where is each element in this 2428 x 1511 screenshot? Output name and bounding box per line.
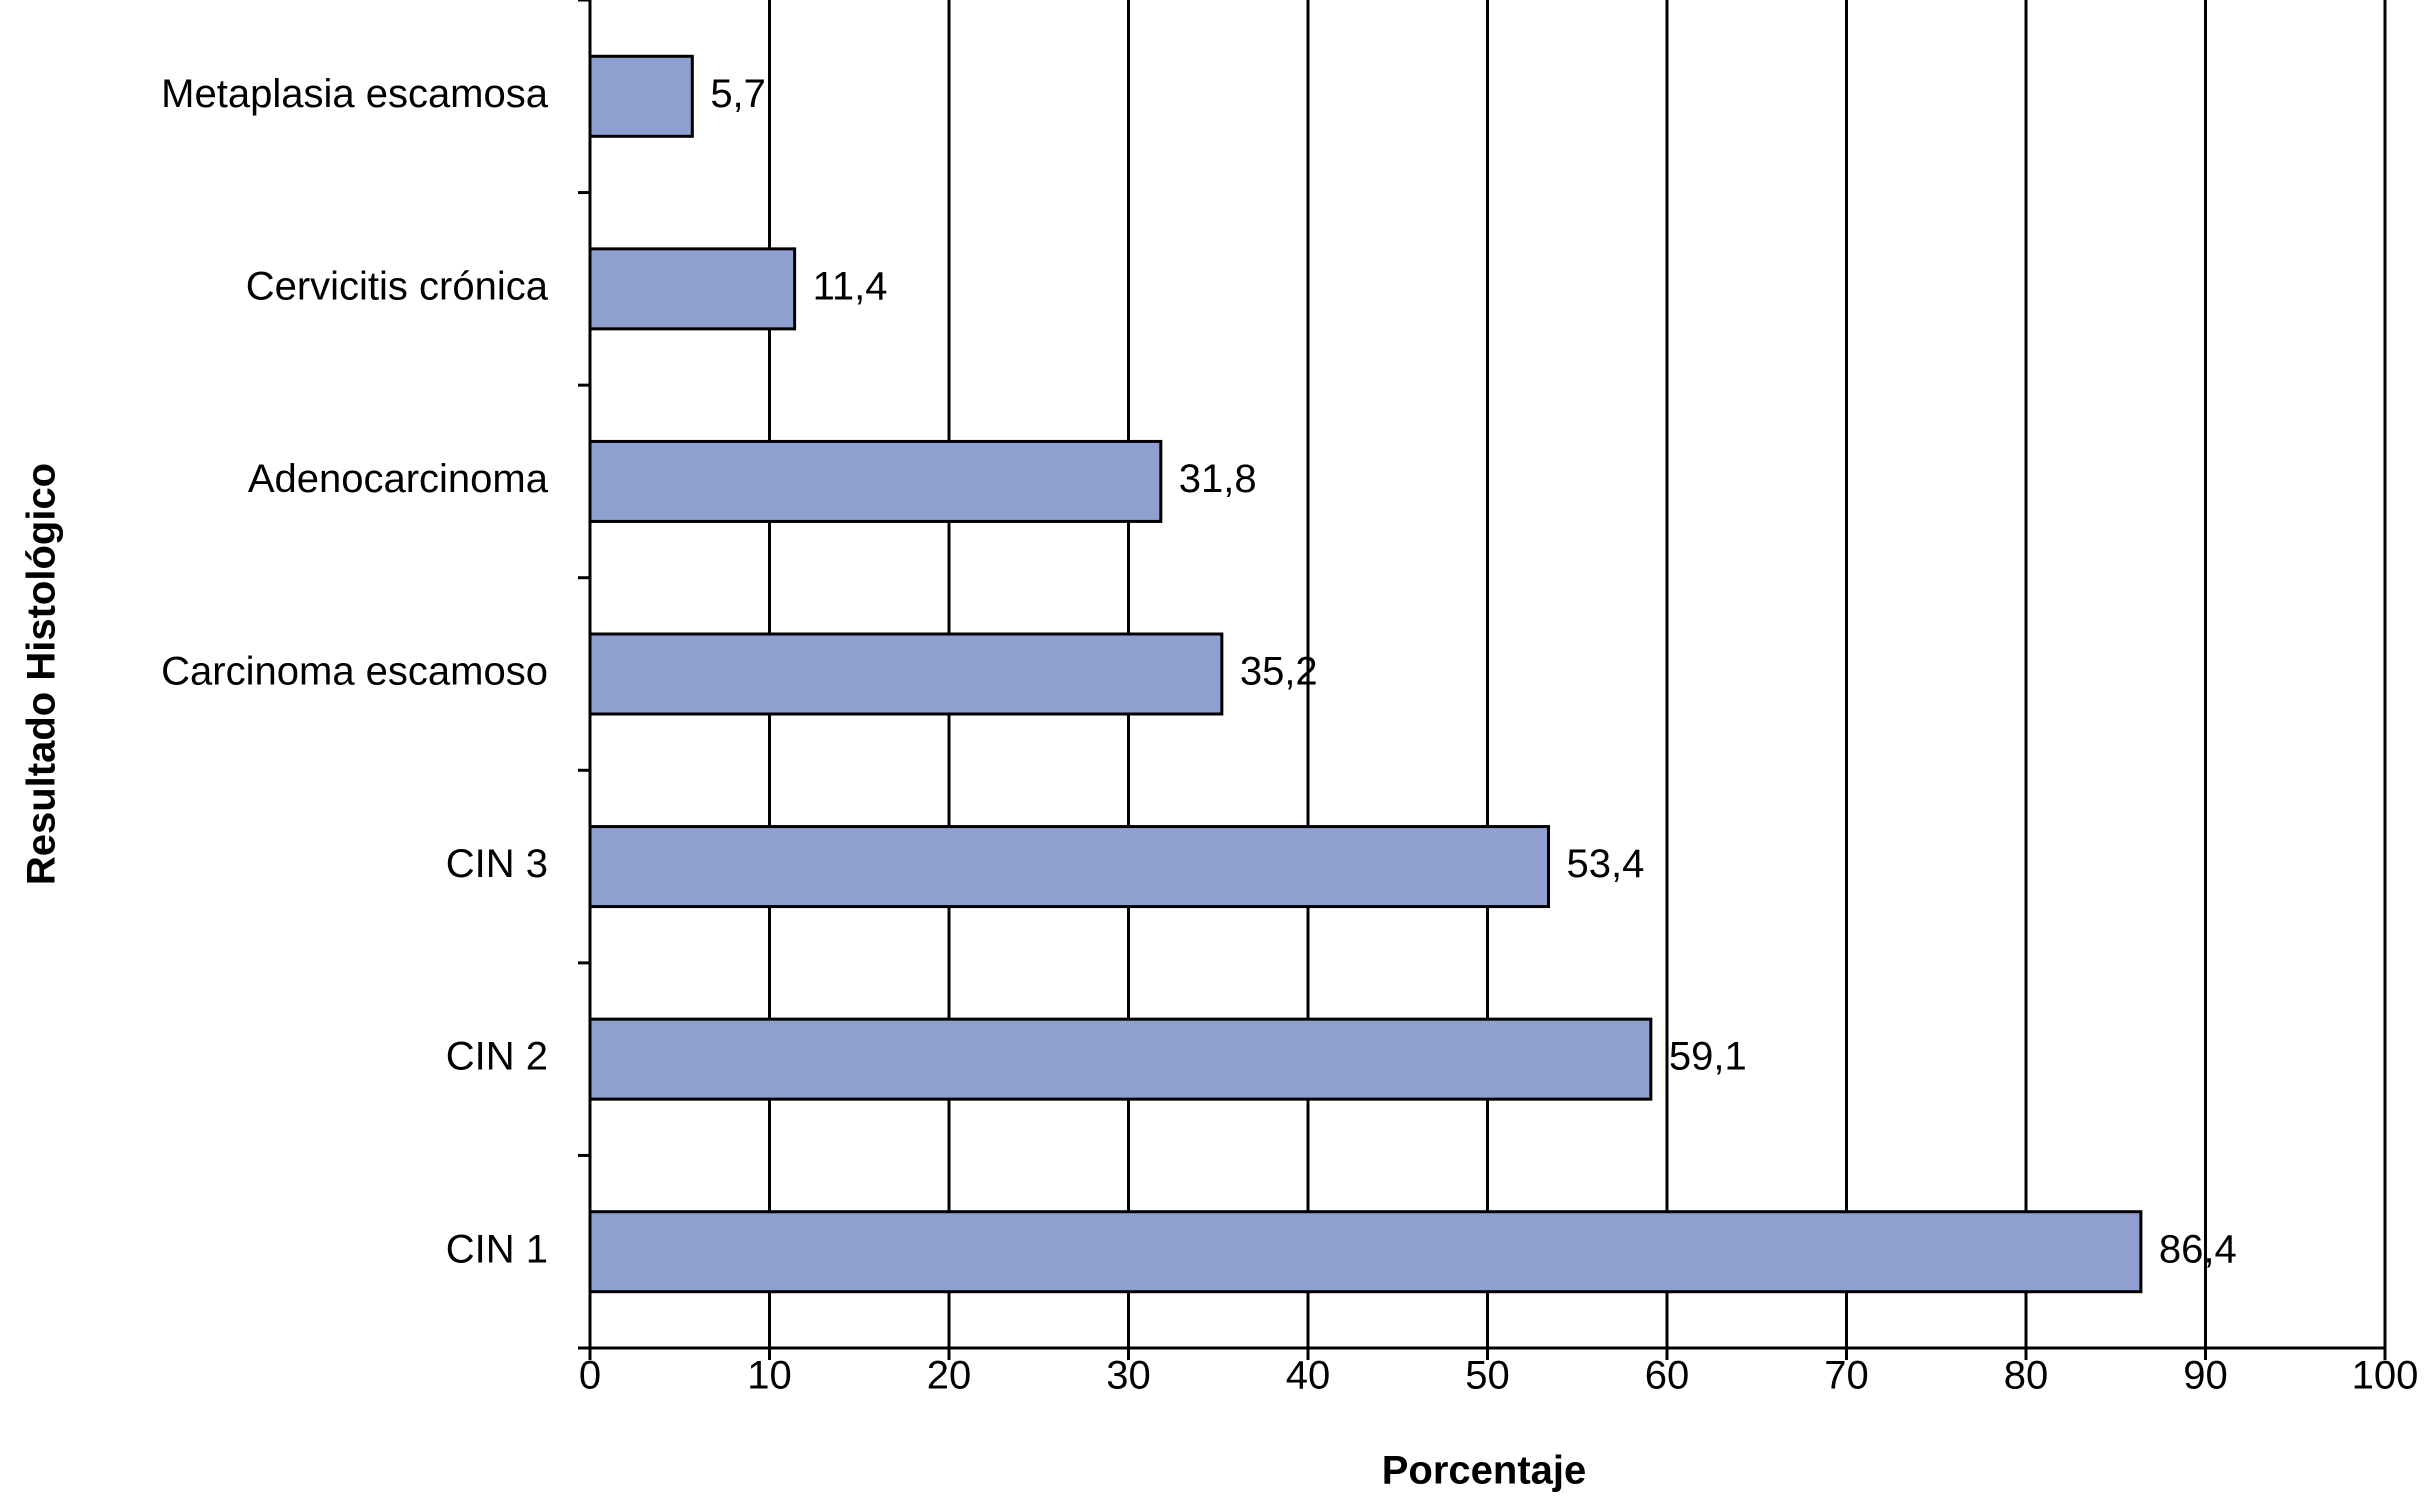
value-label: 31,8: [1179, 457, 1257, 501]
x-tick-label: 40: [1286, 1354, 1331, 1398]
x-tick-label: 10: [747, 1354, 792, 1398]
x-tick-label: 80: [2004, 1354, 2049, 1398]
value-label: 59,1: [1669, 1035, 1747, 1079]
y-tick-label: Carcinoma escamoso: [161, 650, 548, 694]
value-label: 53,4: [1567, 842, 1645, 886]
x-tick-label: 20: [927, 1354, 972, 1398]
value-label: 86,4: [2159, 1227, 2237, 1271]
y-tick-label: CIN 1: [446, 1227, 548, 1271]
y-tick-label: CIN 3: [446, 842, 548, 886]
x-tick-label: 0: [579, 1354, 601, 1398]
x-axis-label: Porcentaje: [1382, 1449, 1587, 1493]
bar: [588, 1210, 2143, 1294]
bar: [588, 825, 1551, 909]
bar: [588, 54, 694, 138]
y-tick-label: Adenocarcinoma: [248, 457, 549, 501]
x-tick-label: 50: [1465, 1354, 1510, 1398]
y-axis-label: Resultado Histológico: [20, 463, 64, 885]
x-tick-label: 70: [1824, 1354, 1869, 1398]
bar: [588, 439, 1163, 523]
x-tick-label: 30: [1106, 1354, 1151, 1398]
y-tick-label: Metaplasia escamosa: [161, 72, 549, 116]
bar: [588, 632, 1224, 716]
value-label: 35,2: [1240, 650, 1318, 694]
bar: [588, 1017, 1653, 1101]
value-label: 5,7: [710, 72, 766, 116]
bar: [588, 247, 797, 331]
x-tick-label: 90: [2183, 1354, 2228, 1398]
x-tick-label: 60: [1645, 1354, 1690, 1398]
y-tick-label: Cervicitis crónica: [246, 264, 549, 308]
y-tick-label: CIN 2: [446, 1035, 548, 1079]
x-tick-label: 100: [2352, 1354, 2419, 1398]
value-label: 11,4: [813, 264, 888, 308]
